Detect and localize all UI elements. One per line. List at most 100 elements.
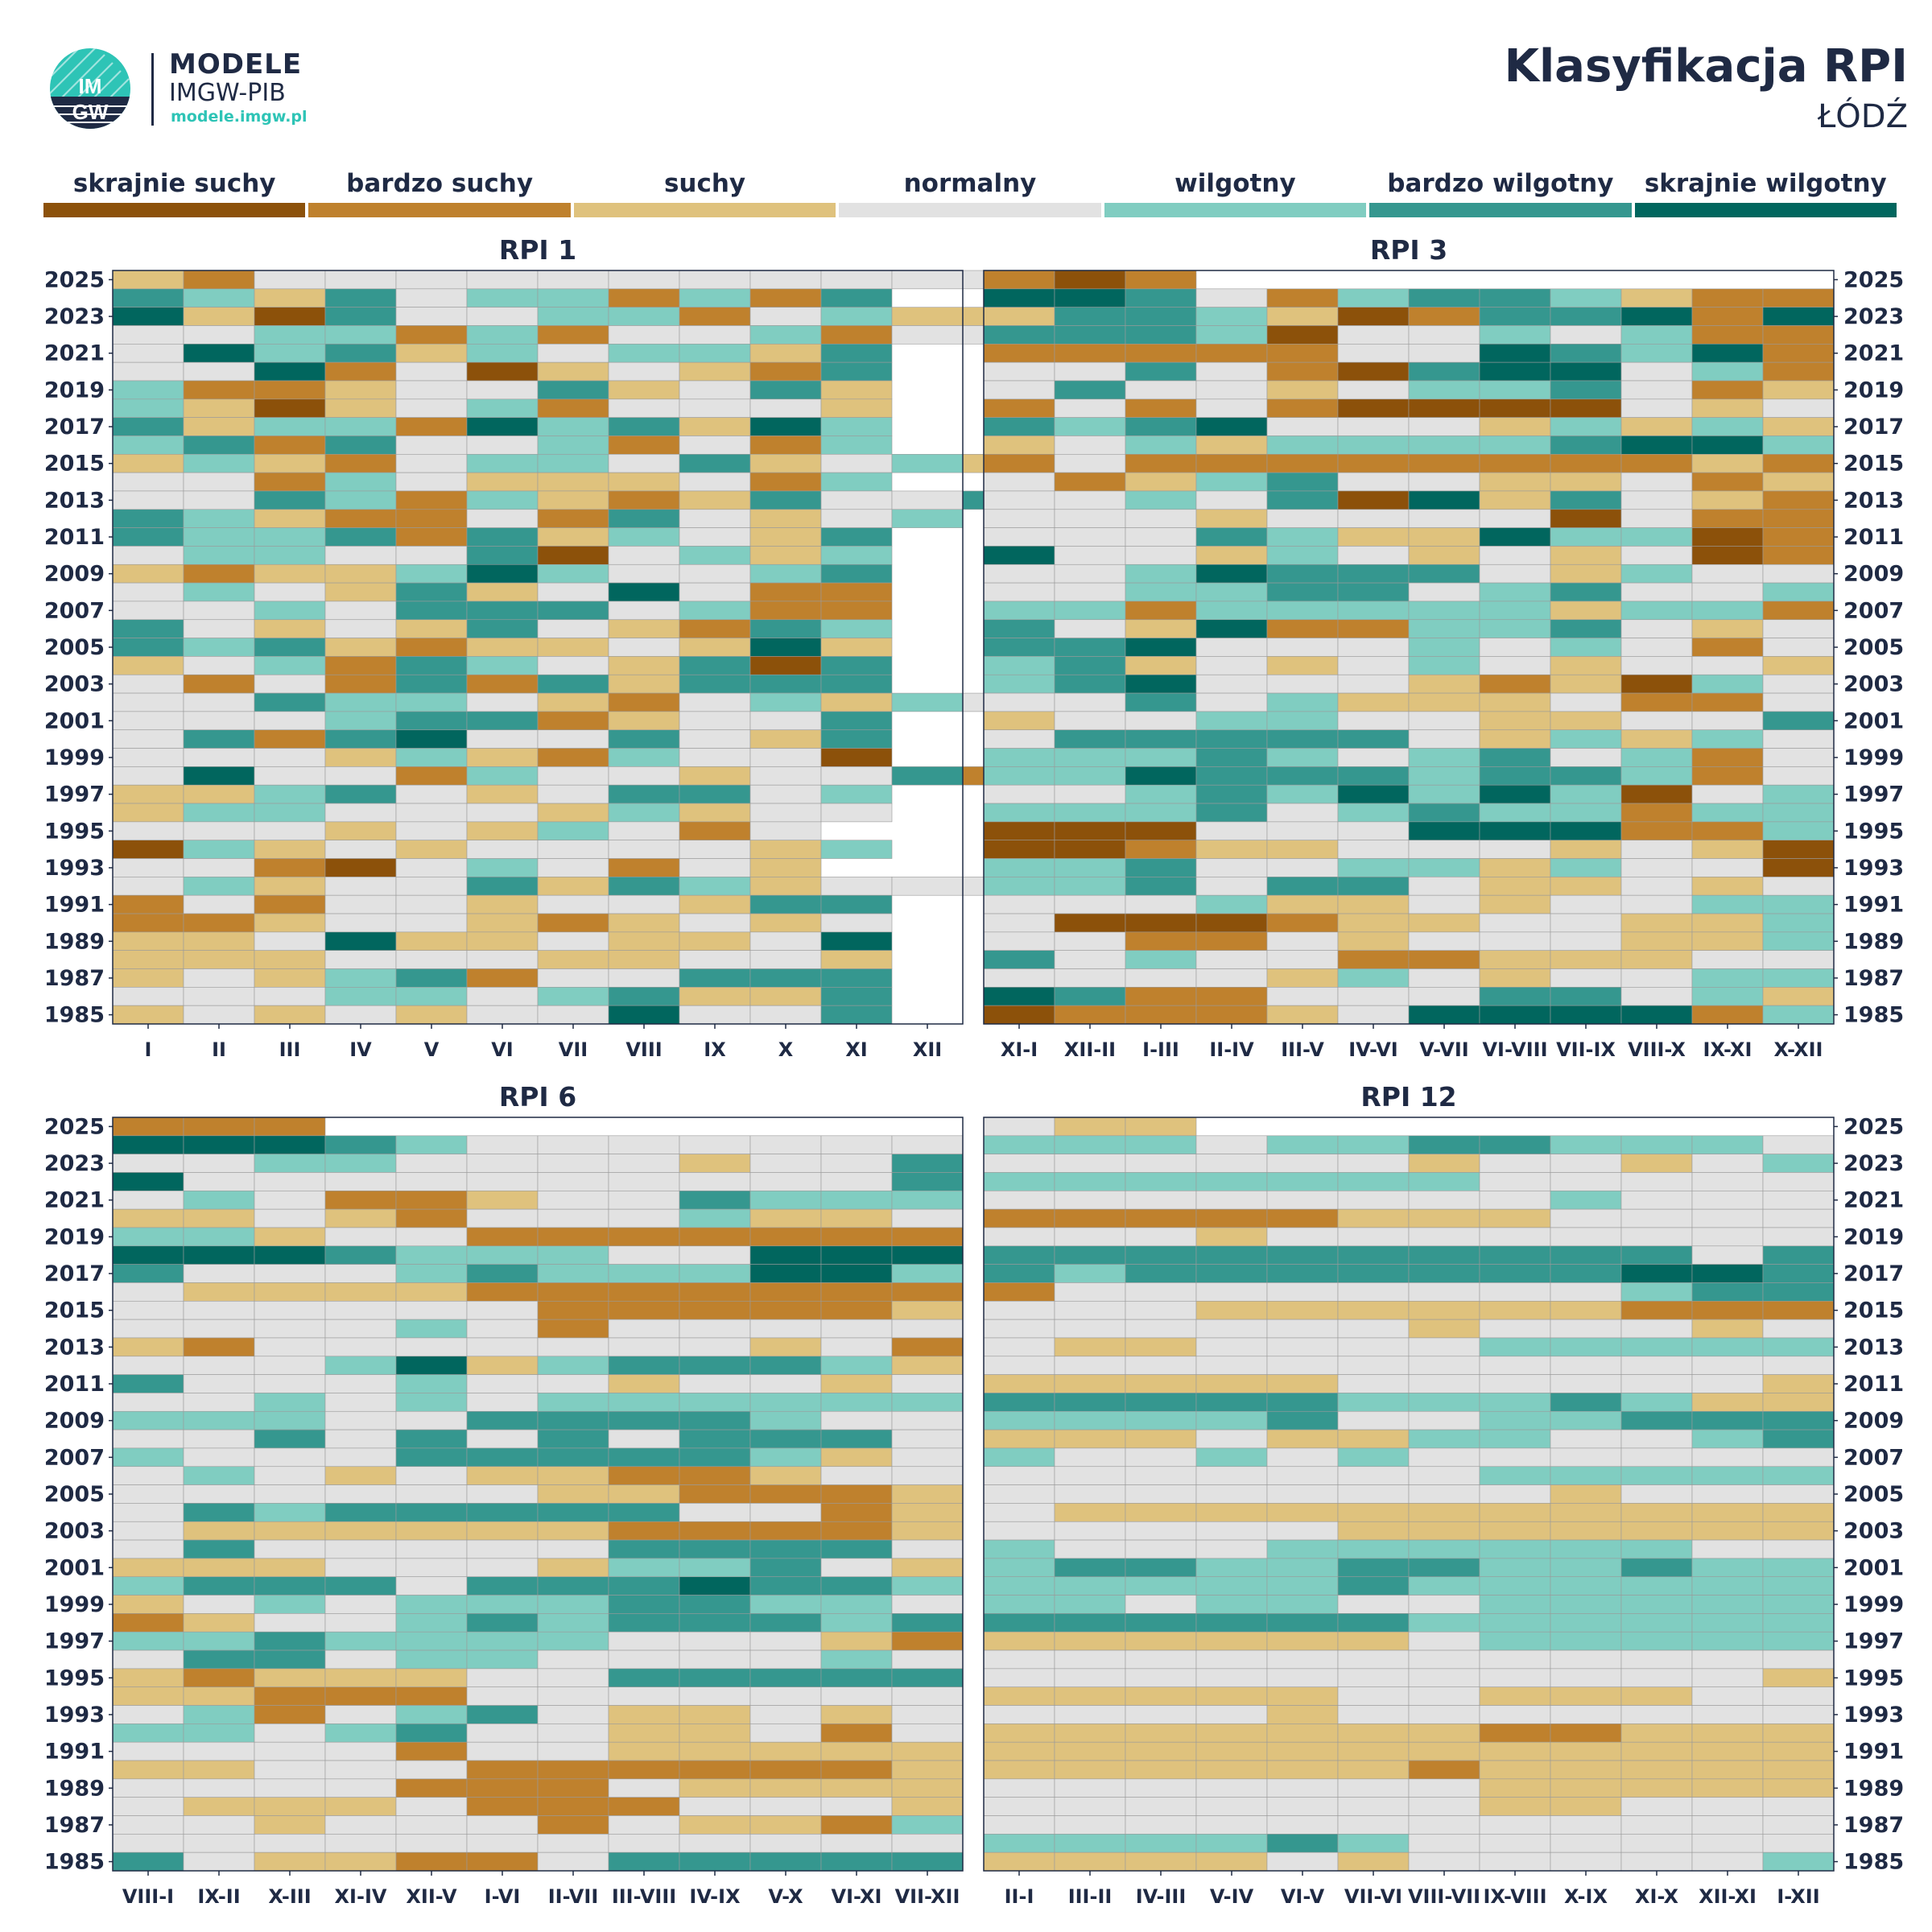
y-tick-label: 1997 [44, 782, 105, 807]
heatmap-cell [1054, 1797, 1126, 1816]
heatmap-cell [1550, 1539, 1622, 1559]
heatmap-cell [1266, 1668, 1339, 1688]
heatmap-cell [1054, 325, 1126, 345]
heatmap-cell [820, 1834, 893, 1853]
heatmap-cell [891, 1558, 964, 1578]
heatmap-cell [891, 1503, 964, 1522]
heatmap-cell [112, 1154, 184, 1173]
y-tick-label: 1985 [44, 1850, 105, 1875]
heatmap-cell [679, 1393, 751, 1412]
heatmap-cell [1266, 1778, 1339, 1798]
heatmap-cell [254, 1595, 326, 1614]
heatmap-cell [1408, 748, 1480, 767]
heatmap-cell [537, 619, 609, 638]
heatmap-cell [1408, 1264, 1480, 1283]
heatmap-cell [537, 564, 609, 584]
heatmap-cell [891, 877, 964, 896]
heatmap-cell [112, 1005, 184, 1025]
heatmap-cell [254, 821, 326, 841]
heatmap-cell [537, 1649, 609, 1670]
heatmap-cell [1125, 656, 1197, 675]
heatmap-cell [1762, 1374, 1835, 1393]
legend-label: skrajnie suchy [72, 169, 276, 198]
heatmap-cell [254, 1117, 326, 1137]
heatmap-cell [1479, 1778, 1551, 1798]
heatmap-cell [608, 692, 680, 712]
heatmap-cell [679, 784, 751, 804]
heatmap-cell [1550, 546, 1622, 565]
heatmap-cell [466, 1356, 539, 1375]
heatmap-cell [395, 894, 468, 914]
heatmap-cell [1479, 1797, 1551, 1816]
heatmap-cell [395, 1429, 468, 1449]
heatmap-cell [1691, 1172, 1764, 1191]
heatmap-cell [395, 1282, 468, 1302]
heatmap-cell [1054, 582, 1126, 602]
x-tick-label: VII [559, 1038, 588, 1061]
heatmap-cell [1054, 803, 1126, 823]
heatmap-cell [1266, 344, 1339, 363]
heatmap-cell [820, 1300, 893, 1320]
heatmap-cell [891, 1208, 964, 1228]
heatmap-cell [183, 1741, 255, 1761]
heatmap-cell [608, 361, 680, 382]
heatmap-cell [749, 1245, 822, 1265]
heatmap-cell [608, 766, 680, 786]
heatmap-cell [183, 840, 255, 859]
heatmap-cell [1054, 913, 1126, 933]
heatmap-cell [112, 1631, 184, 1651]
logo-url[interactable]: modele.imgw.pl [171, 108, 308, 126]
logo-brand-bottom: IMGW-PIB [169, 79, 286, 107]
x-tick-label: IX [704, 1038, 726, 1061]
heatmap-cell [395, 472, 468, 492]
heatmap-cell [1550, 1576, 1622, 1596]
heatmap-cell [1691, 1429, 1764, 1449]
heatmap-cell [1337, 1282, 1410, 1302]
y-tick-label: 1991 [44, 1740, 105, 1765]
heatmap-cell [324, 821, 397, 841]
heatmap-cell [1408, 564, 1480, 584]
heatmap-cell [1408, 968, 1480, 988]
heatmap-cell [395, 436, 468, 455]
heatmap-cell [608, 1576, 680, 1596]
heatmap-cell [466, 270, 539, 290]
heatmap-cell [1691, 1337, 1764, 1357]
heatmap-cell [112, 436, 184, 455]
heatmap-cell [1337, 436, 1410, 455]
heatmap-cell [1620, 619, 1693, 638]
heatmap-cell [983, 894, 1055, 914]
heatmap-cell [1620, 325, 1693, 345]
heatmap-cell [183, 784, 255, 804]
heatmap-cell [679, 1154, 751, 1173]
heatmap-cell [1550, 1300, 1622, 1320]
heatmap-cell [466, 711, 539, 731]
heatmap-cell [466, 1521, 539, 1541]
heatmap-cell [1125, 1356, 1197, 1375]
heatmap-cell [466, 490, 539, 510]
heatmap-cell [679, 1595, 751, 1614]
heatmap-cell [983, 821, 1055, 841]
heatmap-cell [983, 398, 1055, 418]
heatmap-cell [1125, 1264, 1197, 1283]
heatmap-cell [1479, 1319, 1551, 1339]
heatmap-cell [608, 546, 680, 565]
heatmap-cell [324, 1539, 397, 1559]
heatmap-cell [983, 987, 1055, 1006]
heatmap-cell [1479, 1005, 1551, 1025]
heatmap-cell [1691, 1576, 1764, 1596]
heatmap-cell [324, 1264, 397, 1283]
heatmap-cell [1620, 1631, 1693, 1651]
heatmap-cell [1762, 344, 1835, 363]
heatmap-cell [324, 1613, 397, 1633]
heatmap-cell [1195, 490, 1268, 510]
heatmap-cell [1550, 1815, 1622, 1835]
heatmap-cell [749, 877, 822, 896]
heatmap-cell [1408, 361, 1480, 382]
heatmap-cell [1550, 1778, 1622, 1798]
heatmap-cell [1762, 564, 1835, 584]
y-tick-label: 2015 [1843, 1298, 1904, 1323]
heatmap-cell [183, 748, 255, 767]
heatmap-cell [254, 1191, 326, 1210]
heatmap-cell [1266, 436, 1339, 455]
heatmap-cell [1337, 417, 1410, 436]
